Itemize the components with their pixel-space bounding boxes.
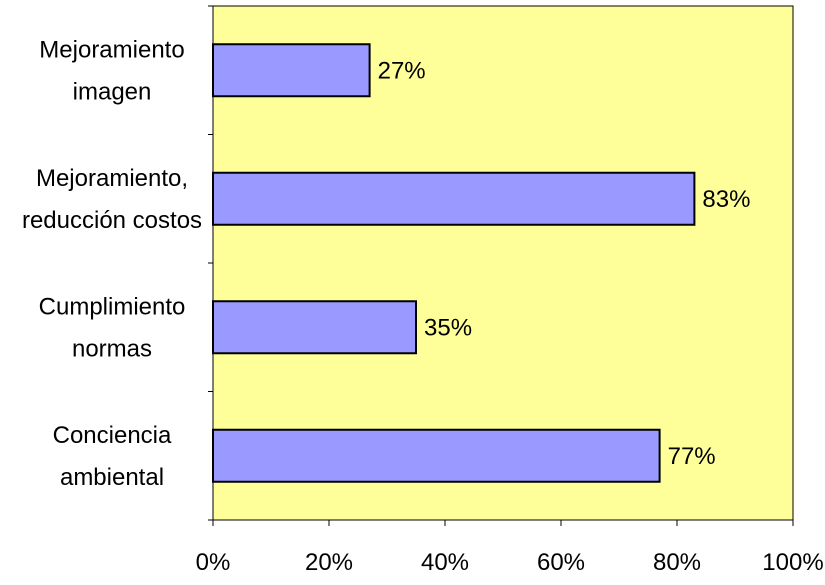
data-label: 27% xyxy=(378,57,426,84)
x-tick-label: 40% xyxy=(421,549,469,576)
x-tick-label: 80% xyxy=(653,549,701,576)
category-label: Cumplimiento normas xyxy=(39,293,186,362)
category-label-line: Mejoramiento xyxy=(39,36,184,63)
bar xyxy=(212,300,417,355)
data-label: 83% xyxy=(702,186,750,213)
category-label-line: Conciencia xyxy=(53,422,172,449)
x-tick-label: 0% xyxy=(196,549,231,576)
category-label-line: Mejoramiento, xyxy=(36,165,188,192)
category-label: Mejoramiento imagen xyxy=(39,36,184,105)
category-label-line: Cumplimiento xyxy=(39,293,186,320)
category-label-line: ambiental xyxy=(60,464,164,491)
bar xyxy=(212,43,371,98)
data-label: 35% xyxy=(424,314,472,341)
x-tick-label: 100% xyxy=(762,549,823,576)
category-label: Conciencia ambiental xyxy=(53,422,172,491)
labels-layer: 27% Mejoramiento imagen 83% Mejoramiento, red… xyxy=(22,36,824,576)
bar xyxy=(212,171,696,226)
axes-layer xyxy=(208,5,794,526)
category-label-line: normas xyxy=(72,335,152,362)
bars-layer xyxy=(212,43,696,483)
category-label-line: reducción costos xyxy=(22,207,202,234)
category-label-line: imagen xyxy=(73,78,152,105)
x-tick-label: 20% xyxy=(305,549,353,576)
bar xyxy=(212,428,661,483)
category-label: Mejoramiento, reducción costos xyxy=(22,165,202,234)
data-label: 77% xyxy=(668,443,716,470)
x-tick-label: 60% xyxy=(537,549,585,576)
